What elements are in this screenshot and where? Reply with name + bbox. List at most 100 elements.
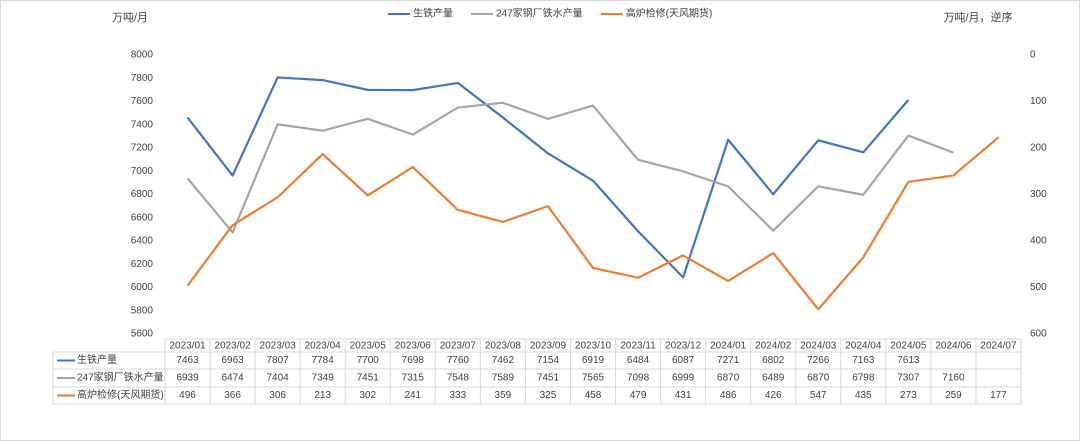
x-tick-label: 2023/07 bbox=[440, 341, 477, 352]
series-line bbox=[186, 101, 954, 234]
y2-tick-label: 100 bbox=[1030, 96, 1047, 107]
y-tick-label: 7600 bbox=[131, 96, 154, 107]
table-cell: 7760 bbox=[447, 355, 470, 366]
table-cell: 7589 bbox=[492, 373, 515, 384]
table-cell: 7404 bbox=[267, 373, 290, 384]
table-cell: 7349 bbox=[312, 373, 335, 384]
table-cell: 7451 bbox=[537, 373, 560, 384]
x-tick-label: 2024/03 bbox=[800, 341, 837, 352]
table-cell: 359 bbox=[495, 390, 512, 401]
table-cell: 7307 bbox=[897, 373, 920, 384]
y-tick-label: 7000 bbox=[131, 166, 154, 177]
table-cell: 6919 bbox=[582, 355, 605, 366]
table-cell: 7315 bbox=[402, 373, 425, 384]
y-axis-label: 万吨/月 bbox=[112, 11, 148, 24]
table-cell: 306 bbox=[269, 390, 286, 401]
x-tick-label: 2024/02 bbox=[755, 341, 792, 352]
table-cell: 366 bbox=[224, 390, 241, 401]
table-cell: 7698 bbox=[402, 355, 425, 366]
x-tick-label: 2023/10 bbox=[575, 341, 612, 352]
table-cell: 486 bbox=[720, 390, 737, 401]
y2-tick-label: 0 bbox=[1030, 50, 1036, 61]
table-cell: 6999 bbox=[672, 373, 695, 384]
x-tick-label: 2023/04 bbox=[305, 341, 342, 352]
table-cell: 479 bbox=[630, 390, 647, 401]
table-row-label: 高炉检修(天风期货) bbox=[77, 388, 164, 401]
table-cell: 7613 bbox=[897, 355, 920, 366]
table-cell: 6798 bbox=[852, 373, 875, 384]
table-cell: 241 bbox=[404, 390, 421, 401]
y-tick-label: 6400 bbox=[131, 236, 154, 247]
table-cell: 177 bbox=[990, 390, 1007, 401]
table-cell: 7163 bbox=[852, 355, 875, 366]
table-cell: 547 bbox=[810, 390, 827, 401]
x-tick-label: 2024/06 bbox=[935, 341, 972, 352]
table-cell: 496 bbox=[179, 390, 196, 401]
y2-axis-label: 万吨/月，逆序 bbox=[943, 10, 1012, 24]
table-cell: 6802 bbox=[762, 355, 785, 366]
y2-tick-label: 300 bbox=[1030, 189, 1047, 200]
table-cell: 7565 bbox=[582, 373, 605, 384]
y-tick-label: 6600 bbox=[131, 212, 154, 223]
x-tick-label: 2023/02 bbox=[215, 341, 252, 352]
table-row-label: 生铁产量 bbox=[77, 353, 117, 366]
table-cell: 6870 bbox=[717, 373, 740, 384]
x-tick-label: 2024/01 bbox=[710, 341, 747, 352]
table-row-label: 247家钢厂铁水产量 bbox=[77, 371, 164, 384]
table-cell: 7271 bbox=[717, 355, 740, 366]
table-cell: 431 bbox=[675, 390, 692, 401]
y2-tick-label: 600 bbox=[1030, 329, 1047, 340]
x-tick-label: 2023/08 bbox=[485, 341, 522, 352]
table-cell: 6963 bbox=[221, 355, 244, 366]
y-tick-label: 5600 bbox=[131, 329, 154, 340]
table-cell: 435 bbox=[855, 390, 872, 401]
table-cell: 6087 bbox=[672, 355, 695, 366]
x-tick-label: 2023/01 bbox=[169, 341, 206, 352]
table-cell: 7784 bbox=[312, 355, 335, 366]
series-line bbox=[186, 136, 1000, 311]
y-tick-label: 5800 bbox=[131, 305, 154, 316]
table-cell: 213 bbox=[314, 390, 331, 401]
y-tick-label: 7200 bbox=[131, 143, 154, 154]
x-tick-label: 2023/06 bbox=[395, 341, 432, 352]
x-tick-label: 2023/12 bbox=[665, 341, 702, 352]
table-cell: 7548 bbox=[447, 373, 470, 384]
table-cell: 7700 bbox=[357, 355, 380, 366]
table-cell: 302 bbox=[359, 390, 376, 401]
table-cell: 7160 bbox=[942, 373, 965, 384]
table-cell: 7098 bbox=[627, 373, 650, 384]
table-cell: 458 bbox=[585, 390, 602, 401]
table-cell: 273 bbox=[900, 390, 917, 401]
y-tick-label: 6200 bbox=[131, 259, 154, 270]
table-cell: 6484 bbox=[627, 355, 650, 366]
legend-label: 高炉检修(天风期货) bbox=[626, 7, 713, 20]
table-cell: 259 bbox=[945, 390, 962, 401]
table-cell: 7807 bbox=[267, 355, 290, 366]
x-tick-label: 2024/07 bbox=[980, 341, 1017, 352]
table-cell: 333 bbox=[449, 390, 466, 401]
y-tick-label: 7800 bbox=[131, 73, 154, 84]
y-tick-label: 8000 bbox=[131, 50, 154, 61]
legend-label: 生铁产量 bbox=[413, 7, 453, 20]
y2-tick-label: 200 bbox=[1030, 143, 1047, 154]
table-cell: 7154 bbox=[537, 355, 560, 366]
table-cell: 7266 bbox=[807, 355, 830, 366]
table-cell: 6474 bbox=[221, 373, 244, 384]
legend-label: 247家钢厂铁水产量 bbox=[496, 7, 583, 20]
table-cell: 7463 bbox=[176, 355, 199, 366]
table-cell: 6939 bbox=[176, 373, 199, 384]
table-cell: 325 bbox=[540, 390, 557, 401]
series-line bbox=[186, 76, 910, 279]
x-tick-label: 2023/09 bbox=[530, 341, 567, 352]
table-cell: 7451 bbox=[357, 373, 380, 384]
table-cell: 6489 bbox=[762, 373, 785, 384]
y2-tick-label: 500 bbox=[1030, 282, 1047, 293]
table-cell: 7462 bbox=[492, 355, 515, 366]
x-tick-label: 2023/05 bbox=[350, 341, 387, 352]
y2-tick-label: 400 bbox=[1030, 236, 1047, 247]
y-tick-label: 7400 bbox=[131, 119, 154, 130]
table-cell: 426 bbox=[765, 390, 782, 401]
x-tick-label: 2024/04 bbox=[845, 341, 882, 352]
